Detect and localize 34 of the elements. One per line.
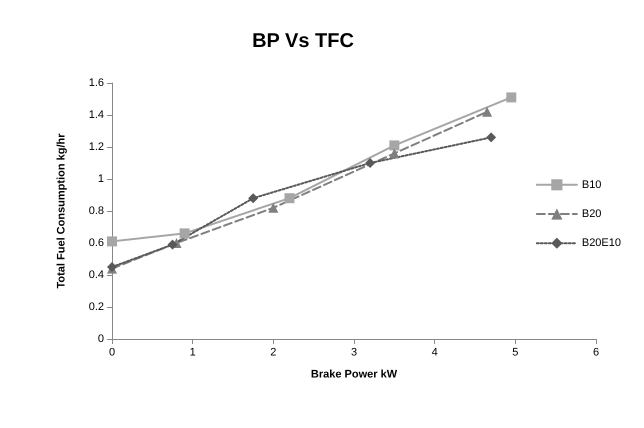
x-tick-label: 5 — [512, 346, 518, 358]
chart-title: BP Vs TFC — [252, 30, 354, 52]
x-tick-label: 6 — [592, 346, 600, 358]
y-tick-label: 1 — [98, 173, 104, 185]
point — [389, 140, 400, 150]
y-tick-label: 0 — [98, 333, 104, 345]
y-tick-label: 0.2 — [88, 301, 104, 313]
x-tick-label: 1 — [190, 346, 196, 358]
point — [268, 202, 278, 213]
y-tick-label: 0.8 — [88, 205, 104, 217]
point — [389, 148, 400, 158]
x-axis-title: Brake Power kW — [310, 368, 398, 380]
y-tick-label: 1.4 — [88, 109, 104, 121]
y-tick-label: 0.6 — [88, 237, 104, 249]
x-tick-label: 4 — [432, 346, 438, 358]
y-tick-label: 1.2 — [88, 141, 104, 153]
point — [365, 158, 376, 168]
point — [180, 228, 190, 238]
point — [506, 92, 516, 102]
y-tick-label: 1.6 — [88, 77, 104, 89]
point — [284, 193, 294, 204]
point — [107, 236, 117, 246]
point — [486, 132, 496, 142]
x-tick-label: 0 — [108, 346, 116, 358]
point — [482, 106, 492, 117]
y-axis-title: Total Fuel Consumption kg/hr — [56, 132, 68, 289]
x-tick-label: 3 — [350, 346, 358, 358]
legend-label: B20 — [582, 208, 602, 220]
legend-label: B10 — [582, 178, 602, 191]
point — [248, 193, 258, 204]
point — [168, 240, 178, 250]
y-tick-label: 0.4 — [88, 269, 104, 281]
legend-label: B20E10 — [582, 237, 622, 250]
x-tick-label: 2 — [270, 346, 276, 358]
